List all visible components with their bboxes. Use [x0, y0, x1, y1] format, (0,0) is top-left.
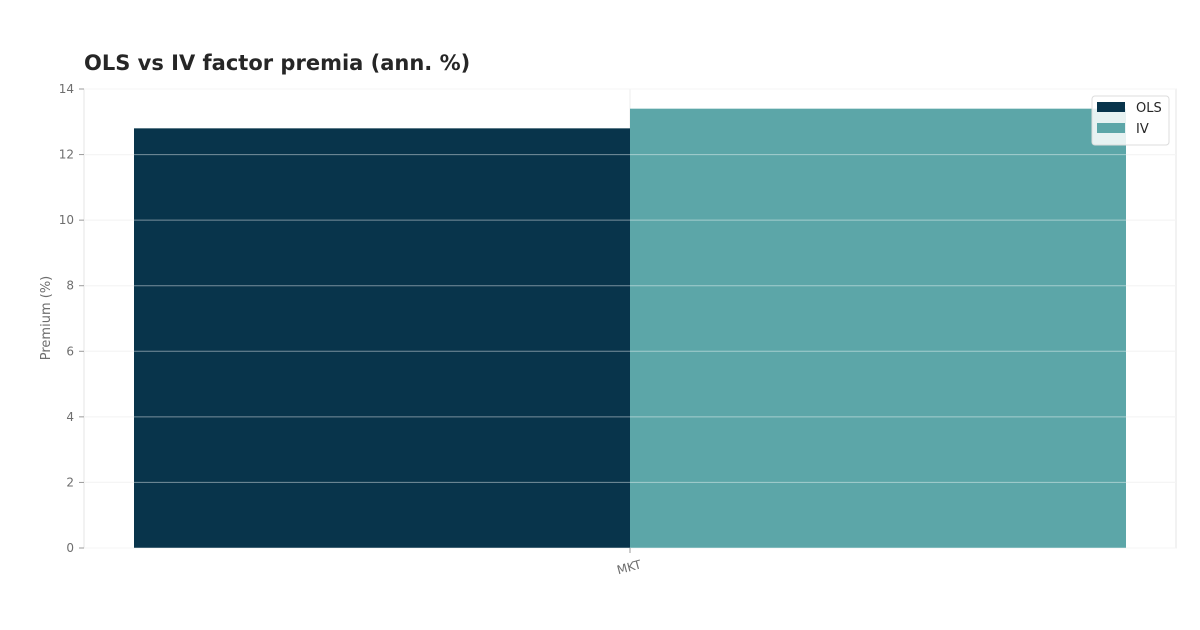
legend-label-iv: IV: [1136, 122, 1149, 137]
y-tick-label: 12: [59, 148, 74, 162]
y-tick-label: 10: [59, 213, 74, 227]
y-tick-label: 6: [66, 344, 74, 358]
bar-ols-mkt: [134, 128, 630, 549]
legend-swatch-iv: [1097, 123, 1125, 133]
y-axis-label: Premium (%): [39, 276, 54, 360]
y-tick-label: 4: [66, 410, 74, 424]
x-tick-label: MKT: [615, 557, 643, 577]
y-tick-label: 2: [66, 475, 74, 489]
y-tick-label: 14: [59, 82, 74, 96]
y-axis: 0 2 4 6 8 10 12 14: [59, 82, 84, 555]
legend-swatch-ols: [1097, 102, 1125, 112]
chart-title: OLS vs IV factor premia (ann. %): [84, 51, 470, 75]
bars: [134, 108, 1126, 549]
y-tick-label: 8: [66, 279, 74, 293]
x-axis: MKT: [615, 548, 643, 577]
legend-label-ols: OLS: [1136, 101, 1162, 116]
grid-overlay: [84, 88, 1176, 549]
legend: OLS IV: [1091, 95, 1170, 146]
bar-iv-mkt: [630, 108, 1126, 549]
y-tick-label: 0: [66, 541, 74, 555]
